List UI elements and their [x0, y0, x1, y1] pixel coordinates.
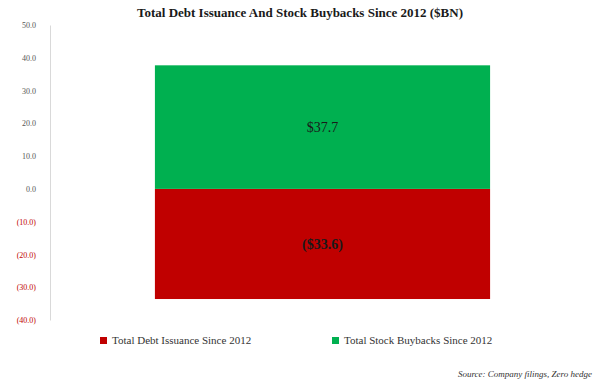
- y-tick: 30.0: [22, 87, 50, 96]
- y-tick: (10.0): [17, 218, 50, 227]
- y-tick-label: (30.0): [17, 283, 37, 292]
- data-label: $37.7: [307, 120, 339, 135]
- y-tick-label: (40.0): [17, 316, 37, 325]
- y-axis-line: [50, 26, 51, 321]
- legend-item: Total Debt Issuance Since 2012: [100, 334, 251, 346]
- y-tick-label: (10.0): [17, 218, 37, 227]
- y-tick: 50.0: [22, 21, 50, 30]
- x-axis: [51, 320, 596, 322]
- y-axis: 50.0 40.0 30.0 20.0 10.0 0.0 (10.0) (20.0) (30.0…: [17, 21, 51, 325]
- data-labels: ($33.6) $37.7: [302, 120, 343, 253]
- legend-label: Total Stock Buybacks Since 2012: [344, 334, 492, 346]
- y-tick-label: 10.0: [22, 152, 36, 161]
- legend-swatch: [100, 337, 107, 344]
- chart: Total Debt Issuance And Stock Buybacks S…: [0, 0, 600, 385]
- y-tick-label: 50.0: [22, 21, 36, 30]
- y-tick: (20.0): [17, 251, 50, 260]
- legend-label: Total Debt Issuance Since 2012: [112, 334, 251, 346]
- y-tick-label: 40.0: [22, 54, 36, 63]
- data-label: ($33.6): [302, 237, 343, 253]
- legend: Total Debt Issuance Since 2012 Total Stoc…: [100, 334, 492, 346]
- y-tick-label: (20.0): [17, 251, 37, 260]
- y-tick: 40.0: [22, 54, 50, 63]
- title: Total Debt Issuance And Stock Buybacks S…: [137, 5, 463, 20]
- y-tick: 10.0: [22, 152, 50, 161]
- y-tick-label: 20.0: [22, 119, 36, 128]
- bar-segment: [155, 65, 490, 189]
- y-tick: 20.0: [22, 119, 50, 128]
- legend-swatch: [332, 337, 339, 344]
- y-tick: (40.0): [17, 316, 50, 325]
- annotation: Source: Company filings, Zero hedge: [458, 369, 592, 379]
- bar-segment: [155, 189, 490, 299]
- y-tick: (30.0): [17, 283, 50, 292]
- y-tick-label: 0.0: [26, 185, 36, 194]
- y-tick: 0.0: [26, 185, 50, 194]
- x-axis-line: [51, 320, 596, 321]
- legend-item: Total Stock Buybacks Since 2012: [332, 334, 492, 346]
- y-tick-label: 30.0: [22, 87, 36, 96]
- bars: [155, 65, 490, 299]
